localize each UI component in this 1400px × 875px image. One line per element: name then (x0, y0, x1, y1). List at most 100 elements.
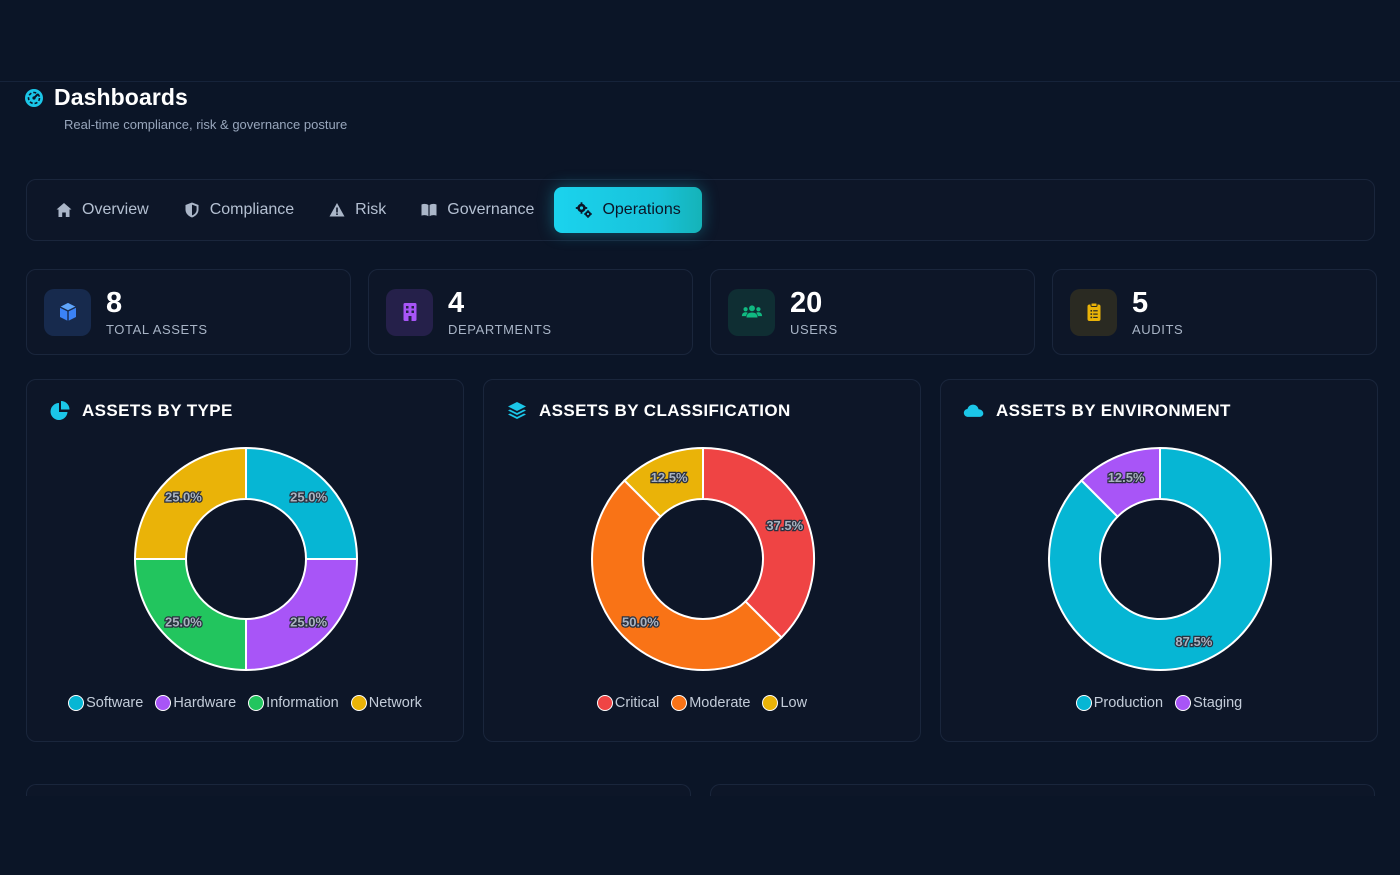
tab-overview[interactable]: Overview (41, 187, 163, 233)
bottom-panel-right (710, 784, 1375, 796)
legend-swatch (671, 695, 688, 711)
tab-operations[interactable]: Operations (554, 187, 702, 233)
chart-legend: Production Staging (941, 695, 1377, 711)
slice-percent-label: 25.0% (290, 489, 327, 504)
stat-value: 4 (448, 286, 465, 319)
slice-percent-label: 12.5% (651, 470, 688, 485)
card-assets-by-environment: ASSETS BY ENVIRONMENT 87.5% 12.5% Product… (940, 379, 1378, 742)
stat-label: TOTAL ASSETS (106, 321, 208, 337)
donut-chart: 25.0% 25.0% 25.0% 25.0% (133, 446, 359, 672)
card-title-text: ASSETS BY TYPE (82, 401, 233, 420)
card-title: ASSETS BY ENVIRONMENT (963, 400, 1231, 422)
legend-label: Staging (1193, 695, 1243, 711)
page-title: Dashboards (54, 84, 188, 110)
stat-cards: 8 TOTAL ASSETS 4 DEPARTMENTS 20 USERS (26, 269, 1377, 355)
slice-percent-label: 25.0% (165, 615, 202, 630)
pie-chart-icon (50, 401, 70, 420)
stat-label: USERS (790, 321, 838, 337)
tab-label: Overview (82, 201, 149, 218)
legend-swatch (155, 695, 172, 711)
users-icon (728, 288, 775, 336)
donut-chart: 37.5% 50.0% 12.5% (591, 446, 815, 671)
book-icon (421, 203, 437, 217)
clipboard-icon (1070, 288, 1117, 336)
legend-label: Critical (614, 695, 660, 711)
home-icon (56, 203, 72, 217)
cloud-icon (963, 404, 984, 417)
donut-slice-software[interactable] (245, 446, 359, 560)
bottom-panels (26, 784, 1375, 796)
tab-label: Operations (602, 201, 681, 218)
card-title-text: ASSETS BY CLASSIFICATION (539, 401, 791, 420)
card-assets-by-type: ASSETS BY TYPE 25.0% 25.0% 25.0% 25.0% Soft… (26, 379, 464, 742)
legend-swatch (68, 695, 85, 711)
legend-label: Hardware (173, 695, 237, 711)
chart-legend: Software Hardware Information Network (27, 695, 463, 711)
stat-audits: 5 AUDITS (1052, 269, 1377, 355)
stat-value: 20 (790, 286, 823, 319)
tab-label: Risk (355, 201, 387, 218)
legend-label: Production (1093, 695, 1164, 711)
legend-label: Network (368, 695, 422, 711)
donut-chart: 87.5% 12.5% (1048, 446, 1272, 671)
legend-item-moderate[interactable]: Moderate (671, 695, 750, 711)
legend-item-production[interactable]: Production (1075, 695, 1164, 711)
donut-slice-information[interactable] (133, 558, 247, 672)
stat-label: AUDITS (1132, 321, 1184, 337)
legend-swatch (1075, 695, 1092, 711)
legend-item-network[interactable]: Network (350, 695, 422, 711)
cube-icon (44, 288, 91, 336)
tab-risk[interactable]: Risk (314, 187, 400, 233)
bottom-panel-left (26, 784, 691, 796)
legend-label: Low (780, 695, 808, 711)
slice-percent-label: 25.0% (290, 615, 327, 630)
donut-slice-hardware[interactable] (245, 558, 359, 672)
page-header: Dashboards Real-time compliance, risk & … (24, 84, 347, 132)
bottom-background (0, 796, 1400, 875)
card-assets-by-classification: ASSETS BY CLASSIFICATION 37.5% 50.0% 12.5%… (483, 379, 921, 742)
legend-swatch (1175, 695, 1192, 711)
tab-label: Governance (447, 201, 535, 218)
chart-legend: Critical Moderate Low (484, 695, 920, 711)
legend-label: Software (86, 695, 144, 711)
slice-percent-label: 87.5% (1175, 634, 1212, 649)
slice-percent-label: 25.0% (165, 489, 202, 504)
stat-label: DEPARTMENTS (448, 321, 552, 337)
card-title-text: ASSETS BY ENVIRONMENT (996, 401, 1231, 420)
tab-governance[interactable]: Governance (406, 187, 548, 233)
legend-item-low[interactable]: Low (762, 695, 807, 711)
donut-slice-network[interactable] (133, 446, 247, 560)
tab-compliance[interactable]: Compliance (169, 187, 308, 233)
legend-item-staging[interactable]: Staging (1175, 695, 1242, 711)
legend-item-information[interactable]: Information (248, 695, 339, 711)
layers-icon (508, 402, 526, 419)
stat-total-assets: 8 TOTAL ASSETS (26, 269, 351, 355)
donut-slice-staging[interactable] (1080, 446, 1161, 518)
legend-label: Moderate (689, 695, 751, 711)
stat-departments: 4 DEPARTMENTS (368, 269, 693, 355)
legend-swatch (350, 695, 367, 711)
donut-slice-moderate[interactable] (591, 479, 783, 671)
legend-swatch (762, 695, 779, 711)
stat-value: 8 (106, 286, 123, 319)
legend-item-critical[interactable]: Critical (596, 695, 660, 711)
building-icon (386, 288, 433, 336)
card-title: ASSETS BY TYPE (49, 400, 233, 422)
donut-slice-critical[interactable] (702, 446, 815, 639)
donut-slice-low[interactable] (623, 446, 704, 518)
legend-swatch (248, 695, 265, 711)
chart-cards: ASSETS BY TYPE 25.0% 25.0% 25.0% 25.0% Soft… (26, 379, 1378, 742)
page-subtitle: Real-time compliance, risk & governance … (64, 117, 348, 132)
warning-icon (329, 203, 345, 217)
shield-icon (185, 202, 199, 218)
legend-label: Information (266, 695, 339, 711)
slice-percent-label: 12.5% (1108, 470, 1145, 485)
top-bar (0, 0, 1400, 82)
legend-item-software[interactable]: Software (68, 695, 143, 711)
legend-swatch (596, 695, 613, 711)
dashboard-tabs: Overview Compliance Risk Governance Oper… (26, 179, 1375, 241)
legend-item-hardware[interactable]: Hardware (155, 695, 236, 711)
stat-value: 5 (1132, 286, 1149, 319)
stat-users: 20 USERS (710, 269, 1035, 355)
slice-percent-label: 50.0% (622, 615, 659, 630)
